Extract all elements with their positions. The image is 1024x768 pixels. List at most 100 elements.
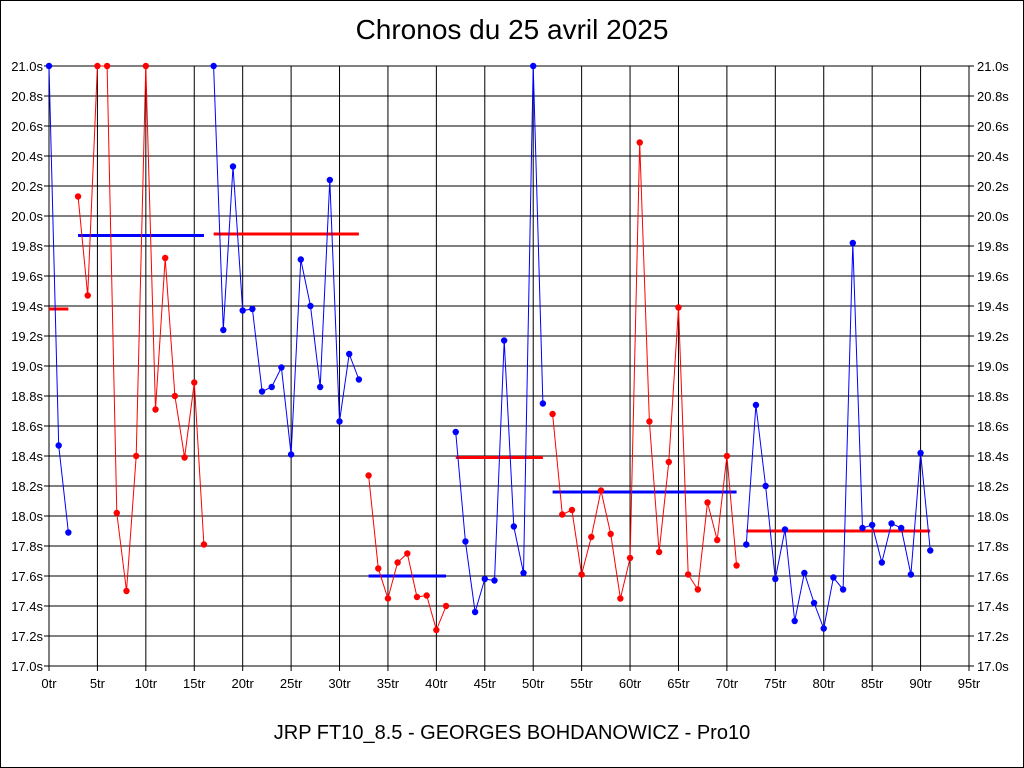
y-tick-label-right: 18.0s	[977, 509, 1009, 524]
data-point	[607, 530, 614, 538]
data-point	[74, 193, 82, 200]
data-point	[384, 595, 392, 602]
x-tick-label: 90tr	[909, 676, 932, 691]
data-point	[249, 305, 256, 313]
data-point	[297, 256, 304, 263]
data-point	[772, 575, 779, 583]
data-point	[878, 559, 886, 566]
data-point	[123, 587, 130, 595]
data-point	[559, 511, 566, 518]
data-point	[200, 541, 208, 548]
data-point	[655, 548, 663, 556]
x-tick-label: 85tr	[861, 676, 884, 691]
y-tick-label-left: 17.4s	[11, 599, 43, 614]
average-lines	[49, 232, 931, 578]
data-point	[520, 569, 527, 577]
data-point	[684, 571, 692, 578]
data-point	[762, 482, 769, 490]
data-point	[917, 449, 924, 457]
y-tick-label-right: 17.6s	[977, 569, 1009, 584]
y-tick-label-right: 20.4s	[977, 149, 1009, 164]
data-point	[636, 139, 643, 146]
y-tick-label-right: 19.6s	[977, 269, 1009, 284]
data-point	[413, 593, 421, 601]
data-point	[539, 400, 547, 407]
chart-title: Chronos du 25 avril 2025	[355, 14, 669, 45]
data-point	[65, 529, 72, 536]
y-tick-label-left: 17.8s	[11, 539, 43, 554]
data-series	[549, 139, 740, 602]
data-point	[733, 562, 740, 569]
data-point	[55, 442, 62, 449]
y-tick-label-right: 17.4s	[977, 599, 1009, 614]
data-point	[268, 383, 275, 391]
data-series	[452, 62, 547, 616]
data-point	[84, 292, 91, 299]
y-tick-label-right: 20.2s	[977, 179, 1009, 194]
x-tick-label: 30tr	[328, 676, 351, 691]
data-point	[859, 524, 866, 532]
x-tick-label: 80tr	[813, 676, 836, 691]
y-tick-label-left: 20.6s	[11, 119, 43, 134]
x-tick-label: 60tr	[619, 676, 642, 691]
y-tick-label-right: 19.2s	[977, 329, 1009, 344]
y-tick-label-right: 17.8s	[977, 539, 1009, 554]
data-point	[132, 452, 140, 460]
data-series	[365, 472, 450, 634]
y-tick-label-left: 20.0s	[11, 209, 43, 224]
data-point	[597, 487, 605, 494]
x-tick-label: 10tr	[135, 676, 158, 691]
y-tick-label-left: 18.6s	[11, 419, 43, 434]
chart-subtitle: JRP FT10_8.5 - GEORGES BOHDANOWICZ - Pro…	[273, 722, 751, 744]
data-point	[549, 410, 556, 418]
x-tick-label: 20tr	[231, 676, 254, 691]
y-tick-label-left: 17.6s	[11, 569, 43, 584]
y-tick-label-left: 19.2s	[11, 329, 43, 344]
x-tick-label: 65tr	[667, 676, 690, 691]
x-tick-label: 95tr	[958, 676, 981, 691]
y-axis: 17.0s 17.0s 17.2s 17.2s 17.4s 17.4s 17.6s 17.6s…	[11, 59, 1009, 674]
data-point	[258, 388, 266, 395]
data-point	[462, 538, 469, 545]
data-point	[404, 550, 411, 557]
x-tick-label: 5tr	[90, 676, 106, 691]
y-tick-label-left: 17.2s	[11, 629, 43, 644]
x-tick-label: 50tr	[522, 676, 545, 691]
y-tick-label-right: 19.0s	[977, 359, 1009, 374]
series-line	[455, 65, 544, 613]
data-point	[442, 602, 450, 610]
data-point	[510, 523, 518, 530]
data-point	[714, 536, 721, 544]
data-series	[74, 62, 208, 595]
series-line	[552, 142, 738, 599]
data-series	[45, 62, 72, 536]
data-point	[626, 554, 634, 562]
data-point	[229, 163, 237, 170]
y-tick-label-left: 20.4s	[11, 149, 43, 164]
data-point	[394, 559, 401, 566]
data-point	[568, 506, 576, 514]
y-tick-label-left: 19.4s	[11, 299, 43, 314]
series-line	[48, 65, 69, 533]
data-point	[617, 595, 624, 602]
data-point	[810, 599, 818, 607]
x-tick-label: 75tr	[764, 676, 787, 691]
data-point	[113, 509, 120, 517]
y-tick-label-left: 19.8s	[11, 239, 43, 254]
x-tick-label: 15tr	[183, 676, 206, 691]
data-point	[336, 418, 343, 425]
y-tick-label-left: 19.0s	[11, 359, 43, 374]
data-series	[210, 62, 363, 458]
data-point	[578, 571, 585, 578]
y-tick-label-left: 21.0s	[11, 59, 43, 74]
data-point	[898, 524, 905, 532]
data-point	[278, 364, 285, 371]
data-point	[830, 574, 837, 581]
data-point	[181, 454, 188, 461]
data-point	[346, 350, 353, 358]
y-tick-label-right: 19.8s	[977, 239, 1009, 254]
y-tick-label-right: 17.0s	[977, 659, 1009, 674]
data-point	[820, 625, 827, 632]
data-point	[927, 547, 934, 554]
y-tick-label-left: 18.2s	[11, 479, 43, 494]
